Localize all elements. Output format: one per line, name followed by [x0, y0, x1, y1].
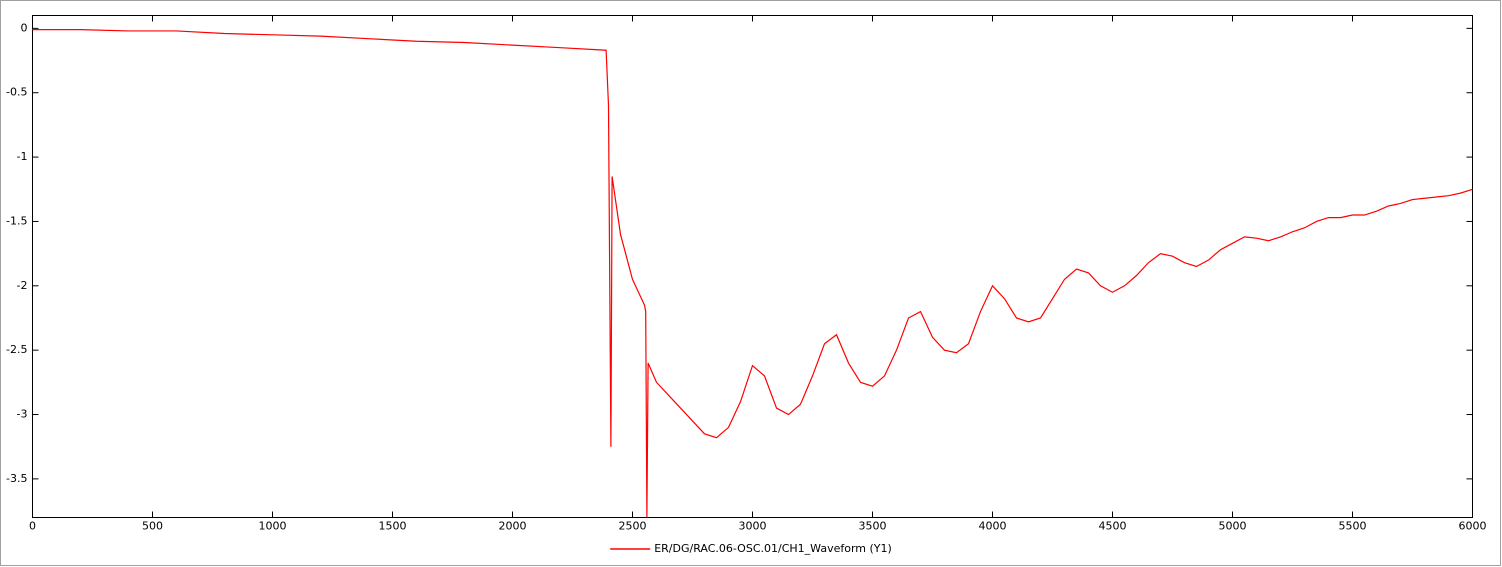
x-tick-label: 1000: [259, 520, 287, 533]
x-tick-label: 3000: [739, 520, 767, 533]
x-tick-label: 500: [142, 520, 163, 533]
x-tick-label: 2500: [619, 520, 647, 533]
y-tick-label: -1.5: [6, 214, 27, 227]
y-tick-label: -2: [17, 279, 28, 292]
y-tick-label: -0.5: [6, 86, 27, 99]
x-tick-label: 0: [29, 520, 36, 533]
y-tick-label: 0: [21, 21, 28, 34]
x-tick-label: 6000: [1459, 520, 1487, 533]
x-tick-label: 4000: [979, 520, 1007, 533]
y-tick-label: -2.5: [6, 343, 27, 356]
x-tick-label: 5500: [1339, 520, 1367, 533]
series-line: [32, 29, 1473, 518]
y-tick-label: -3.5: [6, 472, 27, 485]
legend-label: ER/DG/RAC.06-OSC.01/CH1_Waveform (Y1): [654, 542, 892, 555]
x-tick-label: 1500: [379, 520, 407, 533]
x-tick-label: 5000: [1219, 520, 1247, 533]
y-tick-label: -1: [17, 150, 28, 163]
y-tick-label: -3: [17, 408, 28, 421]
x-tick-label: 4500: [1099, 520, 1127, 533]
x-tick-label: 3500: [859, 520, 887, 533]
x-tick-label: 2000: [499, 520, 527, 533]
